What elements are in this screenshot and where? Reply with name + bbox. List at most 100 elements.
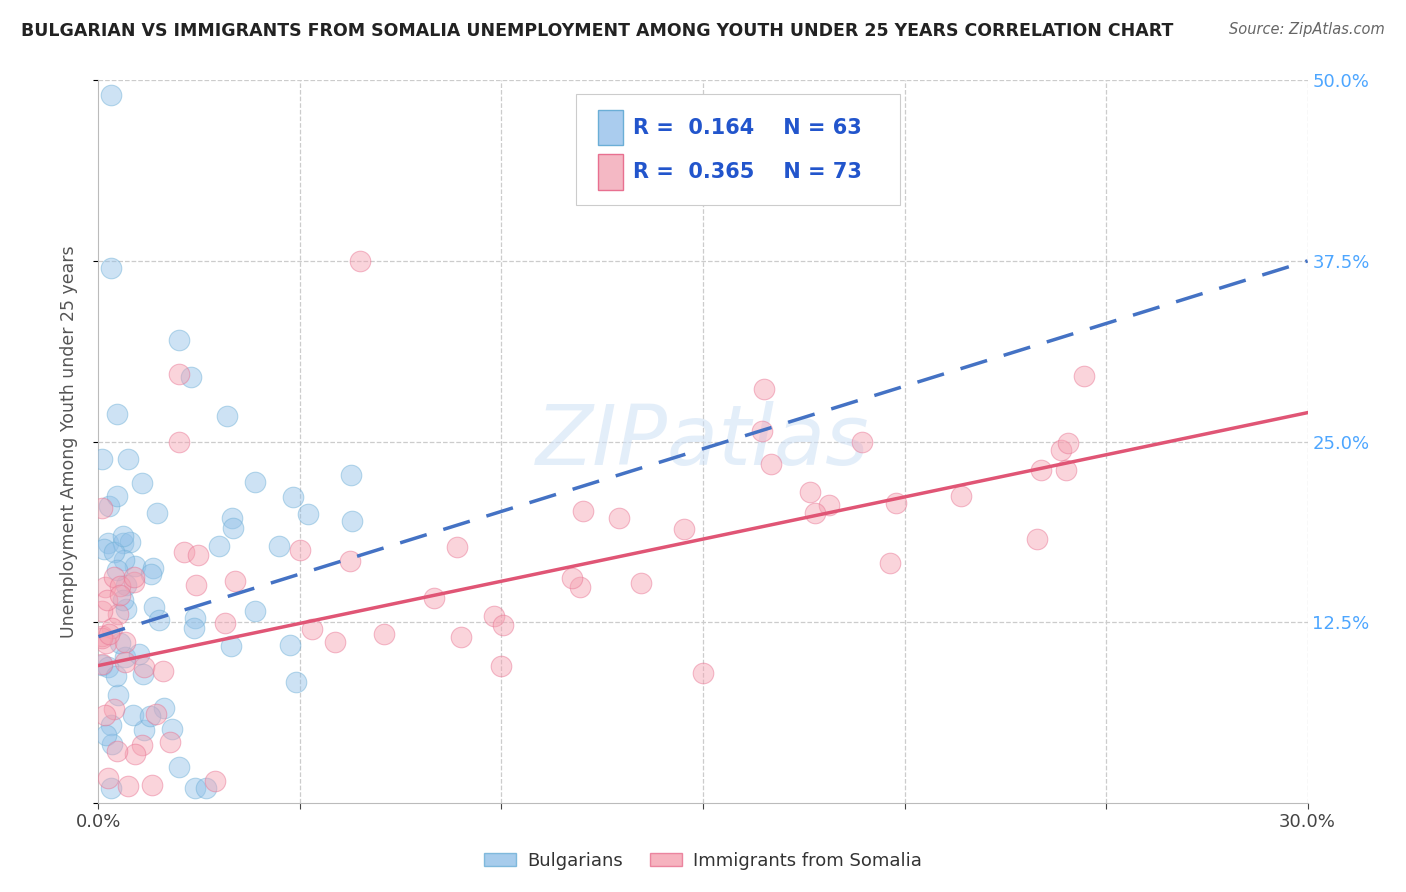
Bulgarians [104, 669, 127, 683]
Bulgarians [97, 660, 120, 674]
Bulgarians [107, 688, 129, 702]
Immigrants from Somalia [97, 771, 120, 785]
Bulgarians [278, 639, 301, 653]
Immigrants from Somalia [673, 523, 696, 537]
Immigrants from Somalia [423, 591, 446, 606]
Immigrants from Somalia [107, 607, 129, 621]
Immigrants from Somalia [93, 708, 115, 723]
Immigrants from Somalia [325, 635, 347, 649]
Bulgarians [221, 511, 243, 525]
Immigrants from Somalia [94, 580, 117, 594]
Immigrants from Somalia [124, 747, 146, 762]
Bulgarians [96, 728, 118, 742]
Bulgarians [114, 650, 136, 665]
Immigrants from Somalia [145, 706, 167, 721]
Bulgarians [146, 506, 169, 520]
Immigrants from Somalia [446, 540, 468, 554]
Y-axis label: Unemployment Among Youth under 25 years: Unemployment Among Youth under 25 years [59, 245, 77, 638]
Bulgarians [195, 781, 218, 796]
Immigrants from Somalia [108, 579, 131, 593]
Bulgarians [138, 708, 160, 723]
Immigrants from Somalia [91, 631, 114, 645]
Bulgarians [139, 567, 162, 582]
Bulgarians [111, 593, 134, 607]
Bulgarians [114, 578, 136, 592]
Bulgarians [112, 529, 135, 543]
Bulgarians [120, 535, 142, 549]
Immigrants from Somalia [607, 510, 630, 524]
Immigrants from Somalia [187, 548, 209, 562]
Immigrants from Somalia [204, 774, 226, 789]
Bulgarians [153, 701, 176, 715]
Bulgarians [115, 602, 138, 616]
Bulgarians [100, 87, 122, 102]
Bulgarians [217, 409, 239, 423]
Immigrants from Somalia [1026, 532, 1049, 546]
Immigrants from Somalia [108, 588, 131, 602]
Immigrants from Somalia [799, 485, 821, 500]
Bulgarians [180, 369, 202, 384]
Bulgarians [342, 514, 364, 528]
Bulgarians [100, 717, 122, 731]
Bulgarians [297, 507, 319, 521]
Bulgarians [108, 635, 131, 649]
Text: ZIPatlas: ZIPatlas [536, 401, 870, 482]
Immigrants from Somalia [288, 542, 311, 557]
Bulgarians [91, 658, 114, 673]
Immigrants from Somalia [141, 778, 163, 792]
Immigrants from Somalia [91, 604, 114, 618]
Bulgarians [105, 563, 128, 577]
Immigrants from Somalia [131, 738, 153, 752]
Immigrants from Somalia [301, 622, 323, 636]
Immigrants from Somalia [159, 735, 181, 749]
Immigrants from Somalia [97, 627, 120, 641]
Bulgarians [281, 490, 304, 504]
Bulgarians [134, 723, 156, 737]
Bulgarians [91, 451, 114, 466]
Immigrants from Somalia [1054, 463, 1077, 477]
Bulgarians [243, 475, 266, 490]
Immigrants from Somalia [879, 556, 901, 570]
Immigrants from Somalia [224, 574, 246, 588]
Immigrants from Somalia [214, 615, 236, 630]
Legend: Bulgarians, Immigrants from Somalia: Bulgarians, Immigrants from Somalia [477, 845, 929, 877]
Bulgarians [103, 545, 125, 559]
Immigrants from Somalia [173, 545, 195, 559]
Immigrants from Somalia [817, 498, 839, 512]
Bulgarians [167, 760, 190, 774]
Bulgarians [222, 521, 245, 535]
Immigrants from Somalia [167, 434, 190, 449]
Bulgarians [167, 334, 190, 348]
Immigrants from Somalia [759, 458, 782, 472]
Bulgarians [142, 560, 165, 574]
Immigrants from Somalia [752, 383, 775, 397]
Bulgarians [128, 647, 150, 661]
Immigrants from Somalia [1057, 435, 1080, 450]
Bulgarians [105, 489, 128, 503]
Text: R =  0.365    N = 73: R = 0.365 N = 73 [633, 162, 862, 182]
Immigrants from Somalia [91, 501, 114, 516]
Bulgarians [184, 611, 207, 625]
Bulgarians [160, 722, 183, 736]
Bulgarians [269, 540, 291, 554]
Bulgarians [100, 261, 122, 276]
Immigrants from Somalia [373, 627, 395, 641]
Bulgarians [101, 737, 124, 751]
Immigrants from Somalia [152, 664, 174, 678]
Immigrants from Somalia [91, 657, 114, 671]
Immigrants from Somalia [751, 424, 773, 438]
Bulgarians [117, 452, 139, 467]
Immigrants from Somalia [184, 577, 207, 591]
Immigrants from Somalia [122, 570, 145, 584]
Immigrants from Somalia [572, 504, 595, 518]
Bulgarians [208, 539, 231, 553]
Bulgarians [111, 536, 134, 550]
Bulgarians [131, 475, 153, 490]
Text: Source: ZipAtlas.com: Source: ZipAtlas.com [1229, 22, 1385, 37]
Bulgarians [148, 613, 170, 627]
Immigrants from Somalia [103, 702, 125, 716]
Immigrants from Somalia [630, 575, 652, 590]
Immigrants from Somalia [124, 574, 146, 589]
Bulgarians [184, 781, 207, 796]
Text: R =  0.164    N = 63: R = 0.164 N = 63 [633, 118, 862, 137]
